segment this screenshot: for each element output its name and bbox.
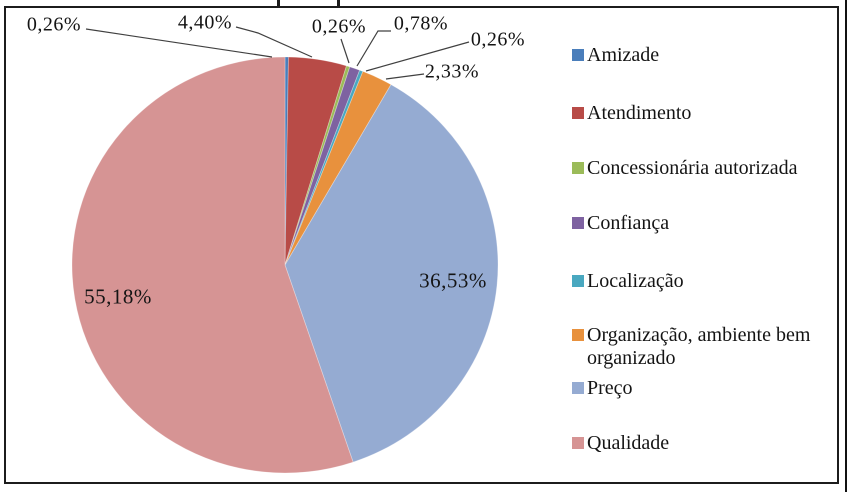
percent-label-4: 0,26% bbox=[470, 28, 526, 51]
percent-label-6: 36,53% bbox=[419, 268, 487, 293]
page-edge-line bbox=[845, 0, 847, 492]
percent-label-1: 4,40% bbox=[177, 11, 233, 34]
leader-line-1 bbox=[235, 26, 313, 58]
leader-line-0 bbox=[85, 28, 273, 58]
legend-item-0: Amizade bbox=[572, 44, 836, 67]
legend-item-5: Organização, ambiente bem organizado bbox=[572, 324, 836, 370]
legend-label: Confiança bbox=[587, 212, 670, 234]
legend-label: Preço bbox=[587, 377, 633, 399]
legend-swatch-icon bbox=[572, 382, 584, 394]
legend-swatch-icon bbox=[572, 437, 584, 449]
legend-swatch-icon bbox=[572, 329, 584, 341]
pie-slice-2 bbox=[284, 65, 351, 266]
leader-line-2 bbox=[340, 38, 350, 64]
legend-swatch-icon bbox=[572, 107, 584, 119]
legend-item-1: Atendimento bbox=[572, 102, 836, 125]
legend-label: Concessionária autorizada bbox=[587, 157, 798, 179]
pie-slice-6 bbox=[284, 84, 499, 463]
legend-item-4: Localização bbox=[572, 270, 836, 293]
leader-line-3 bbox=[356, 30, 391, 67]
legend: Amizade Atendimento Concessionária autoriz… bbox=[572, 0, 838, 492]
legend-label: Localização bbox=[587, 270, 684, 292]
legend-label: Qualidade bbox=[587, 432, 670, 454]
pie-slice-5 bbox=[284, 70, 392, 266]
legend-item-2: Concessionária autorizada bbox=[572, 157, 836, 180]
legend-item-3: Confiança bbox=[572, 212, 836, 235]
pie-slice-1 bbox=[284, 56, 347, 266]
legend-swatch-icon bbox=[572, 162, 584, 174]
cropped-text-fragment bbox=[277, 0, 280, 7]
percent-label-5: 2,33% bbox=[424, 60, 480, 83]
legend-label: Organização, ambiente bem organizado bbox=[587, 324, 811, 369]
pie-slice-7 bbox=[71, 56, 354, 474]
percent-label-3: 0,78% bbox=[393, 12, 449, 35]
legend-swatch-icon bbox=[572, 49, 584, 61]
cropped-text-fragment bbox=[337, 0, 340, 7]
legend-item-7: Qualidade bbox=[572, 432, 836, 455]
percent-label-7: 55,18% bbox=[84, 284, 152, 309]
legend-swatch-icon bbox=[572, 275, 584, 287]
leader-line-5 bbox=[385, 73, 425, 80]
legend-label: Atendimento bbox=[587, 102, 692, 124]
legend-swatch-icon bbox=[572, 217, 584, 229]
pie-slice-3 bbox=[284, 66, 361, 266]
leader-line-4 bbox=[365, 41, 470, 72]
pie-slice-4 bbox=[284, 69, 364, 266]
percent-label-2: 0,26% bbox=[311, 15, 367, 38]
legend-item-6: Preço bbox=[572, 377, 836, 400]
percent-label-0: 0,26% bbox=[26, 13, 82, 36]
pie-slice-0 bbox=[284, 56, 289, 266]
legend-label: Amizade bbox=[587, 44, 660, 66]
